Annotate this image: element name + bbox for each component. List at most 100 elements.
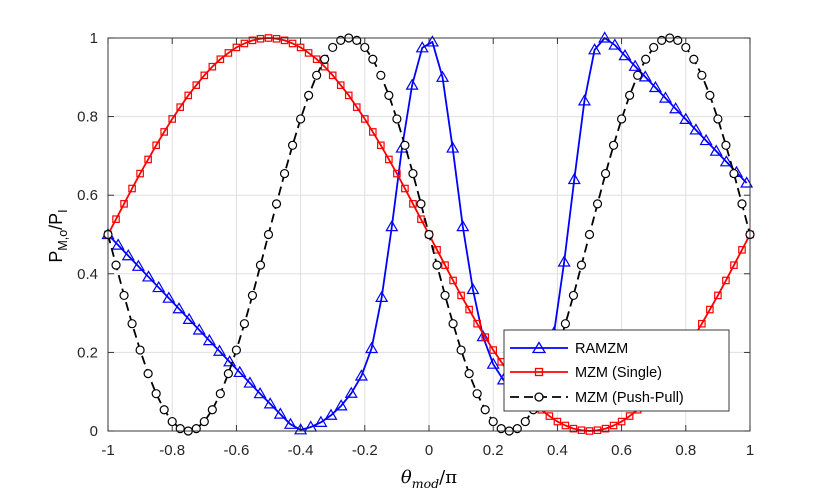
data-point [416,199,426,209]
data-point [239,319,250,329]
data-point [344,91,353,100]
x-tick-label: 0.6 [611,442,632,459]
data-point [120,200,128,208]
data-point [588,43,602,55]
x-tick-label: -1 [101,442,114,459]
data-point [648,80,662,93]
legend-box [503,329,730,412]
data-point [598,31,612,43]
data-point [488,416,498,427]
data-point [255,260,266,270]
x-tick-label: -0.8 [159,442,185,459]
data-point [168,115,177,123]
data-point [393,169,401,178]
data-point [253,386,267,399]
data-point [721,140,731,150]
x-tick-label: 1 [746,442,754,459]
data-point [638,70,652,82]
data-point [576,260,587,270]
data-point [223,369,233,379]
data-point [714,291,722,300]
data-point [601,424,610,433]
y-tick-label: 0.4 [77,266,98,283]
data-point [344,386,358,398]
data-point [215,389,225,399]
data-point [143,369,153,379]
data-point [553,417,562,426]
data-point [584,229,595,240]
y-tick-label: 0 [90,423,98,440]
data-point [328,71,337,80]
data-point [456,219,470,232]
data-point [401,184,409,193]
data-point [628,59,642,71]
data-point [142,270,156,282]
data-point [375,290,389,302]
data-point [473,319,481,328]
data-point [409,200,417,208]
data-point [633,70,643,80]
data-point [520,416,530,427]
data-point [360,42,370,53]
data-point [440,290,450,301]
data-point [681,42,691,53]
y-tick-label: 1 [90,30,98,47]
data-point [144,155,152,164]
data-point [641,54,651,64]
data-point [243,376,257,388]
data-point [314,415,328,427]
data-point [557,255,571,267]
data-point [705,90,715,100]
data-point [151,389,161,399]
legend-label-mzm-single: MZM (Single) [575,365,662,381]
data-point [400,140,410,150]
x-axis-label-rest: /π [439,467,457,488]
data-point [593,426,602,435]
ticks: -1 -0.8 -0.6 -0.4 -0.2 0 0.2 0.4 0.6 0.8 1 0 0.2 0.4 0… [77,30,754,459]
data-point [464,369,474,379]
data-point [600,168,611,179]
data-point [231,345,241,355]
data-point [336,81,345,89]
data-point [288,39,297,48]
data-point [152,141,160,150]
data-point [312,70,322,80]
data-point [328,42,338,53]
data-point [448,319,458,329]
data-point [618,48,632,61]
data-point [162,291,176,303]
data-point [212,344,227,356]
y-tick-label: 0.2 [77,344,98,361]
data-point [709,144,723,156]
data-point [263,229,274,240]
data-point [376,70,386,80]
data-point [425,35,439,47]
legend-marker-ramzm [531,341,547,354]
data-point [369,128,377,136]
x-tick-label: -0.6 [223,442,249,459]
data-point [706,305,714,314]
data-point [216,55,225,64]
legend-label-ramzm: RAMZM [575,341,628,357]
legend-item-mzm-single: MZM (Single) [510,365,662,381]
data-point [324,408,338,420]
data-point [608,38,622,50]
data-point [202,333,216,346]
data-point [699,133,713,146]
data-point [446,141,460,153]
data-point [131,259,145,271]
x-axis-label-sub: mod [412,476,439,491]
data-point [738,246,746,254]
data-point [729,168,739,179]
data-point [263,397,277,409]
data-point [608,140,619,150]
data-point [247,290,258,301]
data-point [176,103,185,111]
data-point [658,91,673,103]
data-point [740,176,754,188]
data-point [689,54,699,64]
data-point [159,405,169,415]
data-point [697,70,707,80]
data-point [127,319,137,329]
